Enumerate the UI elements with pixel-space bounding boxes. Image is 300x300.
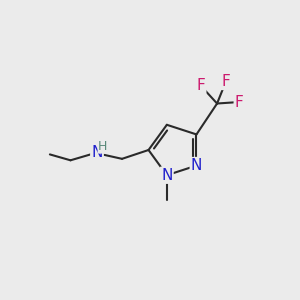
Text: F: F [235, 94, 244, 110]
Text: N: N [91, 146, 103, 160]
Text: H: H [98, 140, 108, 153]
Text: F: F [221, 74, 230, 89]
Text: F: F [196, 78, 205, 93]
Text: N: N [191, 158, 202, 173]
Text: N: N [161, 168, 172, 183]
